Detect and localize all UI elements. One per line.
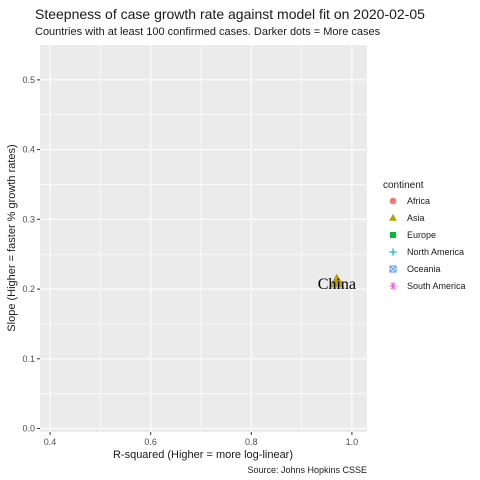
legend-title: continent: [383, 180, 424, 191]
legend-key: [389, 248, 397, 256]
x-tick-label: 0.6: [144, 437, 157, 447]
grid-lines: [40, 45, 367, 432]
y-tick-label: 0.1: [22, 354, 35, 364]
y-axis-title: Slope (Higher = faster % growth rates): [6, 144, 18, 331]
legend-items: Africa Asia Europe North America Oceania Sout…: [389, 196, 466, 291]
legend-key: [389, 197, 397, 205]
legend-key: [389, 213, 397, 221]
legend: continent Africa Asia Europe North America O…: [383, 180, 466, 291]
y-tick-label: 0.5: [22, 75, 35, 85]
y-tick-label: 0.4: [22, 145, 35, 155]
point-label: China: [318, 276, 356, 293]
caption: Source: Johns Hopkins CSSE: [247, 465, 367, 475]
x-axis-title: R-squared (Higher = more log-linear): [113, 449, 293, 461]
data-point: [329, 273, 345, 288]
x-tick-label: 1.0: [346, 437, 359, 447]
plot-panel: [40, 45, 367, 432]
legend-label: South America: [407, 281, 466, 291]
chart-subtitle: Countries with at least 100 confirmed ca…: [35, 26, 381, 38]
y-tick-label: 0.3: [22, 214, 35, 224]
legend-label: Asia: [407, 213, 425, 223]
x-tick-label: 0.4: [44, 437, 57, 447]
data-points: China: [318, 273, 356, 293]
chart-title: Steepness of case growth rate against mo…: [35, 6, 425, 22]
legend-label: Africa: [407, 196, 430, 206]
legend-label: Europe: [407, 230, 436, 240]
y-tick-label: 0.0: [22, 424, 35, 434]
y-axis-ticks: 0.0 0.1 0.2 0.3 0.4 0.5: [22, 75, 40, 434]
legend-key: [389, 282, 397, 290]
legend-key: [390, 232, 396, 238]
y-tick-label: 0.2: [22, 284, 35, 294]
legend-label: North America: [407, 247, 464, 257]
x-tick-label: 0.8: [245, 437, 258, 447]
x-axis-ticks: 0.4 0.6 0.8 1.0: [44, 432, 358, 447]
legend-label: Oceania: [407, 264, 441, 274]
legend-key: [389, 265, 397, 273]
